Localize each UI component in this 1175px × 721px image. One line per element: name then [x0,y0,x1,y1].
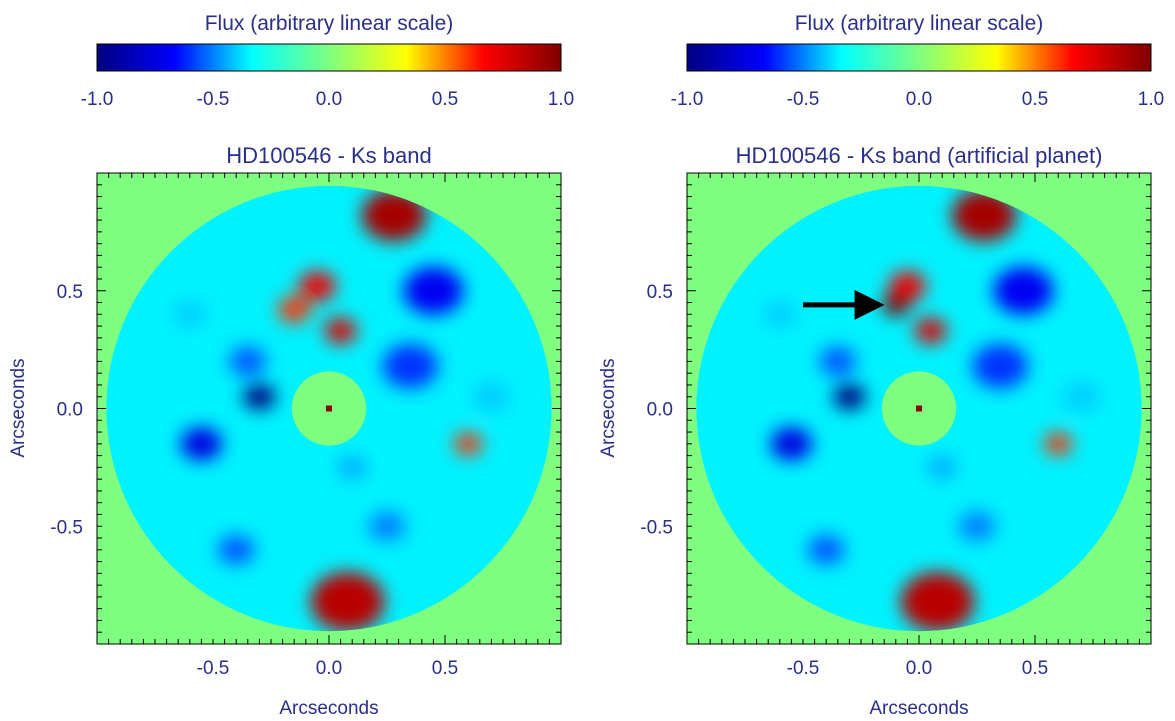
speckle-feature [1044,432,1073,455]
x-tick-label: 0.0 [316,658,342,679]
colorbar-tick-label: -0.5 [197,89,230,110]
speckle-feature [881,293,910,317]
speckle-feature [243,383,276,410]
speckle-feature [1062,381,1100,412]
speckle-feature [173,301,207,328]
x-tick-label: 0.5 [1022,658,1048,679]
speckle-features [763,189,1100,632]
colorbar-tick-label: -0.5 [787,89,820,110]
colorbar-tick-label: -1.0 [671,89,704,110]
heatmap [686,172,1152,645]
y-tick-label: 0.0 [647,400,673,421]
speckle-feature [888,271,926,301]
speckle-feature [833,383,866,410]
speckle-feature [819,346,857,377]
axis-ticks: -0.5 0.0 0.5 0.5 0.0 -0.5 [640,172,1152,679]
speckle-feature [229,346,267,377]
axis-ticks: -0.5 0.0 0.5 0.5 0.0 -0.5 [50,172,562,679]
speckle-feature [324,317,357,344]
speckle-feature [298,271,336,301]
speckle-feature [403,266,464,315]
speckle-feature [958,511,996,542]
y-tick-label: 0.5 [647,282,673,303]
speckle-feature [914,317,947,344]
y-axis-label: Arcseconds [598,358,619,457]
colorbar-tick-label: 1.0 [1138,89,1164,110]
panel-title: HD100546 - Ks band [226,143,431,168]
x-axis-label: Arcseconds [869,698,968,719]
speckle-features [173,189,510,632]
speckle-feature [338,456,367,479]
x-tick-label: -0.5 [197,658,230,679]
x-tick-label: 0.5 [432,658,458,679]
y-tick-label: -0.5 [640,517,673,538]
speckle-feature [382,343,439,389]
speckle-feature [928,456,957,479]
left-panel: Flux (arbitrary linear scale) -1.0 -0.5 0.… [8,12,574,719]
colorbar-tick-label: -1.0 [81,89,114,110]
speckle-feature [770,427,813,461]
x-axis-label: Arcseconds [279,698,378,719]
y-tick-label: -0.5 [50,517,83,538]
speckle-feature [217,534,255,565]
right-panel: Flux (arbitrary linear scale) -1.0 -0.5 0.… [598,12,1164,719]
x-tick-label: 0.0 [906,658,932,679]
speckle-feature [368,511,406,542]
speckle-feature [763,301,797,328]
colorbar-tick-label: 0.0 [316,89,342,110]
colorbar-tick-label: 0.0 [906,89,932,110]
speckle-feature [180,427,223,461]
colorbar-label: Flux (arbitrary linear scale) [205,12,454,35]
x-tick-label: -0.5 [787,658,820,679]
y-axis-label: Arcseconds [8,358,29,457]
speckle-feature [972,343,1029,389]
heatmap [96,172,562,645]
speckle-feature [900,571,975,632]
y-tick-label: 0.0 [57,400,83,421]
speckle-feature [361,189,427,242]
colorbar-ticks: -1.0 -0.5 0.0 0.5 1.0 [671,89,1165,110]
speckle-feature [993,266,1054,315]
panel-title: HD100546 - Ks band (artificial planet) [736,143,1103,168]
colorbar-label: Flux (arbitrary linear scale) [795,12,1044,35]
colorbar-tick-label: 1.0 [548,89,574,110]
colorbar [686,43,1152,72]
star-marker [916,405,922,412]
colorbar-ticks: -1.0 -0.5 0.0 0.5 1.0 [81,89,575,110]
speckle-feature [807,534,845,565]
colorbar-tick-label: 0.5 [1022,89,1048,110]
speckle-feature [951,189,1017,242]
speckle-feature [472,381,510,412]
star-marker [326,405,332,412]
speckle-feature [454,432,483,455]
speckle-feature [277,296,311,323]
colorbar-tick-label: 0.5 [432,89,458,110]
y-tick-label: 0.5 [57,282,83,303]
colorbar [96,43,562,72]
speckle-feature [310,571,385,632]
